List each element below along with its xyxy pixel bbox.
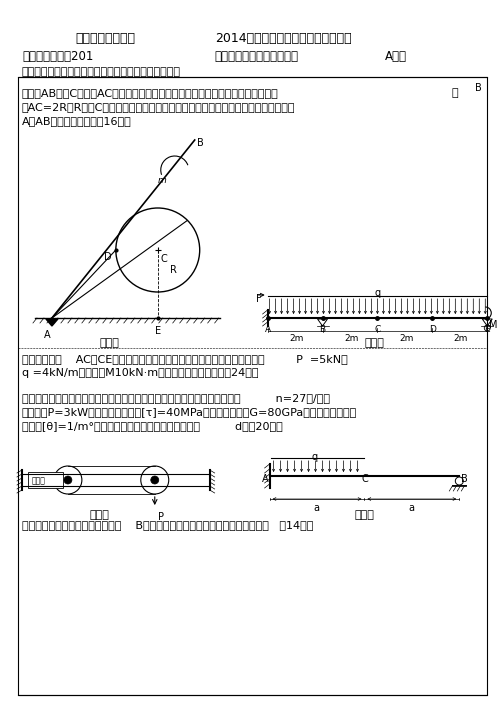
Text: D: D (104, 252, 112, 262)
Text: 三、某桥式起重机，电动机通过变速箱带动传动轴如图示。已知传动轴转速          n=27转/分，: 三、某桥式起重机，电动机通过变速箱带动传动轴如图示。已知传动轴转速 n=27转/… (22, 393, 330, 403)
Text: m: m (158, 176, 166, 185)
Text: a: a (408, 503, 414, 513)
Text: C: C (374, 325, 380, 334)
Text: C: C (161, 254, 168, 264)
Text: 一、杆AB、轮C和绳子AC组成的物体系统如图所示。作用在杆上的力偶，其力矩为: 一、杆AB、轮C和绳子AC组成的物体系统如图所示。作用在杆上的力偶，其力矩为 (22, 88, 278, 98)
Text: 2m: 2m (454, 334, 468, 343)
Text: E: E (155, 326, 161, 336)
Text: F: F (256, 294, 261, 304)
Text: ，: ， (452, 88, 458, 98)
Text: 桂林电子科技大学: 桂林电子科技大学 (75, 32, 135, 45)
Text: A卷）: A卷） (384, 50, 406, 63)
Text: 设AC=2R，R为轮C的半径，各物体重量均忽略不计，各接触处均为光滑的，试求铰链: 设AC=2R，R为轮C的半径，各物体重量均忽略不计，各接触处均为光滑的，试求铰链 (22, 102, 295, 112)
Text: B: B (196, 138, 203, 148)
Text: 请注意：答案必须写在答题纸上（写在试卷上无效）。: 请注意：答案必须写在答题纸上（写在试卷上无效）。 (22, 67, 181, 77)
Text: 题二图: 题二图 (364, 338, 384, 348)
Text: P: P (158, 512, 164, 522)
Text: 考试科目名称：工程力学（: 考试科目名称：工程力学（ (214, 50, 298, 63)
Text: 传递功率P=3kW，轴的许用剪应力[τ]=40MPa，钢的弹性模量G=80GPa，轴单位长度的许: 传递功率P=3kW，轴的许用剪应力[τ]=40MPa，钢的弹性模量G=80GPa… (22, 407, 357, 417)
Text: 传动轴: 传动轴 (32, 476, 46, 485)
Text: 四、悬臂梁受载荷如图所示，试求    B处的支反力，并画出梁的剪力图和弯矩图。   （14分）: 四、悬臂梁受载荷如图所示，试求 B处的支反力，并画出梁的剪力图和弯矩图。 （14… (22, 520, 314, 530)
Text: 二、组合梁由    AC和CE用铰链联接而成，结构的尺寸和载荷如图所示，已知         P  =5kN，: 二、组合梁由 AC和CE用铰链联接而成，结构的尺寸和载荷如图所示，已知 P =5… (22, 354, 347, 364)
Text: a: a (314, 503, 320, 513)
Text: 2m: 2m (399, 334, 413, 343)
Text: B: B (476, 83, 482, 93)
Text: E: E (484, 325, 490, 334)
Text: A: A (264, 325, 270, 334)
Text: A对AB杆的约束反力。（16分）: A对AB杆的约束反力。（16分） (22, 116, 132, 126)
Text: R: R (170, 265, 176, 275)
Text: A: A (44, 330, 51, 340)
Text: 考试科目代码：201: 考试科目代码：201 (22, 50, 94, 63)
Text: 2m: 2m (289, 334, 304, 343)
Text: 题三图: 题三图 (90, 510, 110, 520)
Text: 2014年硕士研究生入学考试复试试卷: 2014年硕士研究生入学考试复试试卷 (214, 32, 352, 45)
Text: B: B (462, 474, 468, 484)
Polygon shape (46, 319, 58, 326)
Bar (28, 472, 63, 488)
Bar (18, 77, 488, 695)
Circle shape (151, 476, 159, 484)
Text: q =4kN/m，力偶矩M10kN·m，试求梁的支座反力。（24分）: q =4kN/m，力偶矩M10kN·m，试求梁的支座反力。（24分） (22, 368, 258, 378)
Text: B: B (320, 325, 326, 334)
Text: M: M (490, 320, 498, 330)
Text: A: A (262, 474, 268, 484)
Text: C: C (362, 474, 368, 484)
Text: q: q (312, 452, 318, 462)
Text: q: q (374, 288, 380, 298)
Circle shape (64, 476, 72, 484)
Text: 2m: 2m (344, 334, 358, 343)
Text: 题一图: 题一图 (100, 338, 120, 348)
Text: 题四图: 题四图 (354, 510, 374, 520)
Text: D: D (430, 325, 436, 334)
Text: 可扭角[θ]=1/m°，试按强度条件和刚度条件选择轴径          d。（20分）: 可扭角[θ]=1/m°，试按强度条件和刚度条件选择轴径 d。（20分） (22, 421, 282, 431)
